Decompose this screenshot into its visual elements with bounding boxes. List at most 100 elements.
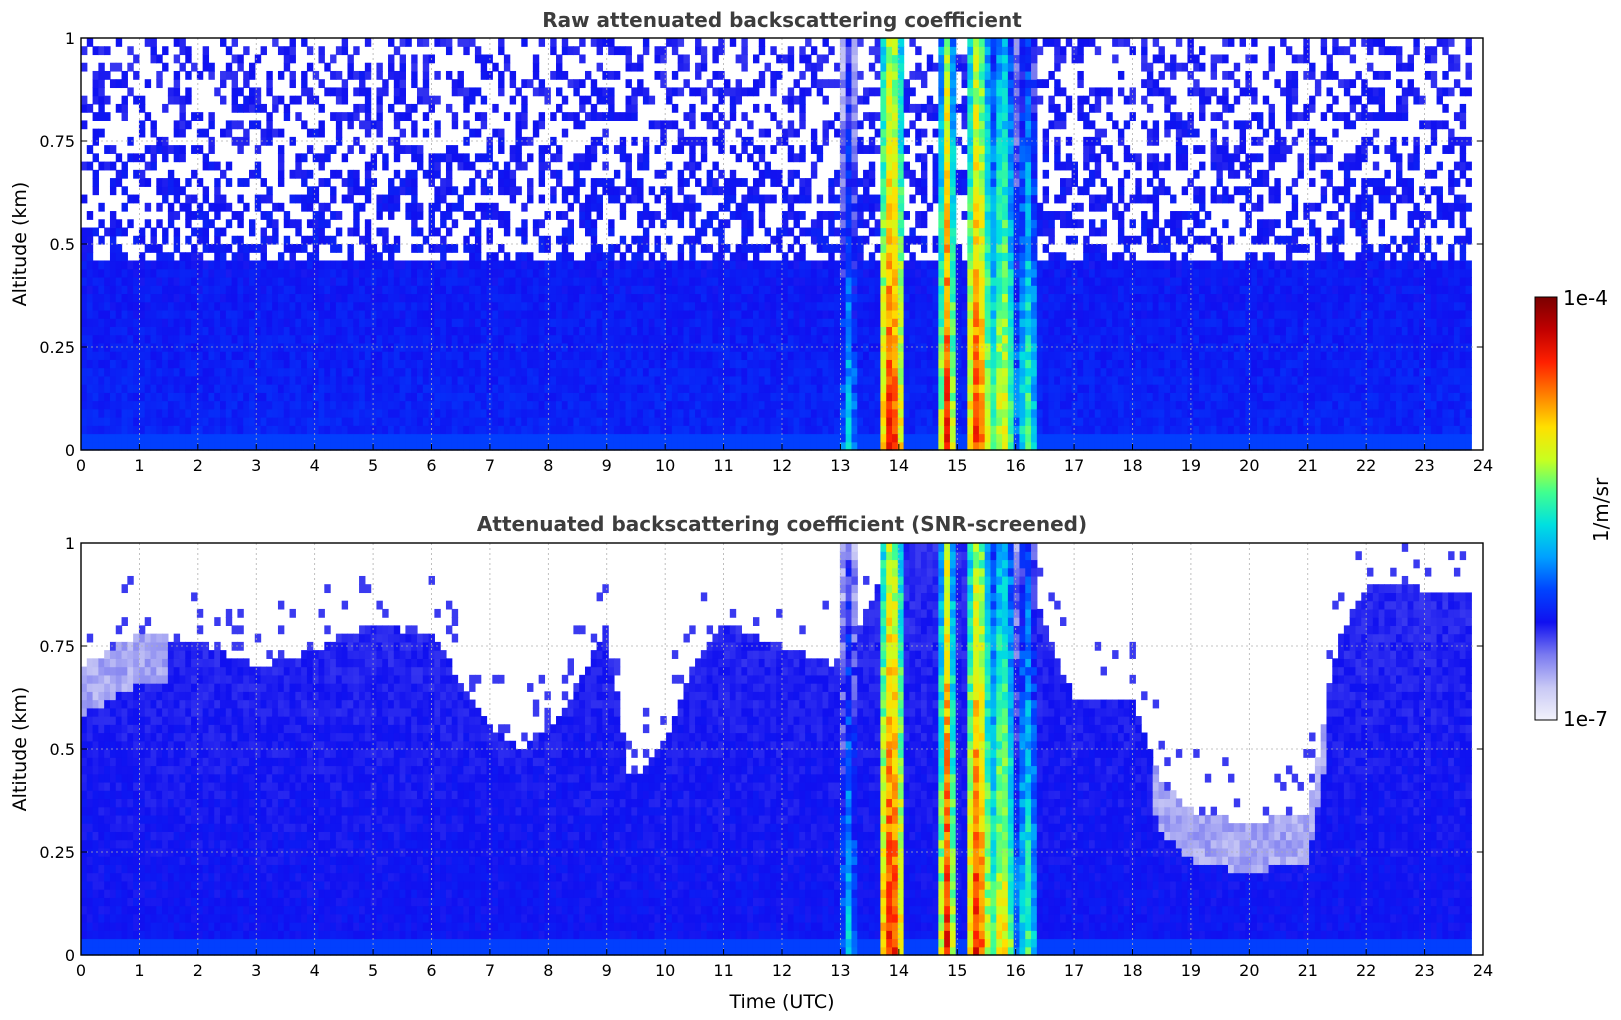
heatmap-cell <box>613 186 621 196</box>
heatmap-cell <box>191 244 198 253</box>
heatmap-cell <box>440 351 447 360</box>
heatmap-cell <box>376 351 383 360</box>
heatmap-cell <box>550 301 557 311</box>
heatmap-cell <box>637 301 644 311</box>
heatmap-cell <box>880 153 887 163</box>
heatmap-cell <box>214 326 221 336</box>
heatmap-cell <box>839 112 847 121</box>
heatmap-cell <box>584 326 592 336</box>
heatmap-cell <box>330 318 337 327</box>
heatmap-cell <box>185 194 192 204</box>
heatmap-cell <box>416 202 424 212</box>
heatmap-cell <box>347 309 354 319</box>
heatmap-cell <box>225 334 233 344</box>
heatmap-cell <box>144 326 152 336</box>
heatmap-cell <box>550 136 557 146</box>
heatmap-cell <box>191 293 198 303</box>
heatmap-cell <box>573 120 580 130</box>
heatmap-cell <box>330 433 337 443</box>
heatmap-cell <box>480 120 488 130</box>
heatmap-cell <box>521 433 528 443</box>
heatmap-cell <box>590 79 598 89</box>
heatmap-cell <box>335 293 343 303</box>
heatmap-cell <box>138 326 146 336</box>
heatmap-cell <box>845 178 853 187</box>
heatmap-cell <box>770 194 777 204</box>
heatmap-cell <box>892 285 899 295</box>
heatmap-cell <box>857 70 864 80</box>
heatmap-cell <box>793 169 800 179</box>
heatmap-cell <box>897 38 905 47</box>
heatmap-cell <box>416 400 424 410</box>
heatmap-cell <box>897 153 905 163</box>
heatmap-cell <box>86 260 94 270</box>
heatmap-cell <box>863 87 870 97</box>
heatmap-cell <box>162 153 169 163</box>
heatmap-cell <box>347 276 354 286</box>
heatmap-cell <box>388 293 395 303</box>
heatmap-cell <box>816 392 824 402</box>
heatmap-cell <box>133 408 140 418</box>
heatmap-cell <box>590 136 598 146</box>
heatmap-cell <box>416 276 424 286</box>
heatmap-cell <box>816 342 824 352</box>
heatmap-cell <box>544 293 551 303</box>
heatmap-cell <box>654 211 661 220</box>
heatmap-cell <box>642 318 650 327</box>
heatmap-cell <box>277 334 285 344</box>
heatmap-cell <box>104 46 111 56</box>
heatmap-cell <box>758 219 766 229</box>
heatmap-cell <box>671 285 679 295</box>
heatmap-cell <box>445 169 453 179</box>
heatmap-cell <box>445 425 453 435</box>
heatmap-cell <box>532 276 540 286</box>
heatmap-cell <box>335 136 343 146</box>
heatmap-cell <box>590 342 598 352</box>
heatmap-cell <box>422 285 430 295</box>
heatmap-cell <box>868 194 876 204</box>
heatmap-cell <box>115 285 123 295</box>
heatmap-cell <box>376 293 383 303</box>
heatmap-cell <box>364 417 372 426</box>
heatmap-cell <box>173 384 181 393</box>
heatmap-cell <box>109 441 117 451</box>
heatmap-cell <box>666 293 673 303</box>
heatmap-cell <box>897 219 905 229</box>
heatmap-cell <box>637 417 644 426</box>
heatmap-cell <box>364 244 372 253</box>
heatmap-cell <box>301 169 308 179</box>
heatmap-cell <box>700 392 708 402</box>
heatmap-cell <box>741 334 748 344</box>
heatmap-cell <box>567 276 574 286</box>
heatmap-cell <box>758 334 766 344</box>
heatmap-cell <box>272 260 279 270</box>
heatmap-cell <box>602 326 609 336</box>
heatmap-cell <box>457 441 464 451</box>
heatmap-cell <box>185 375 192 385</box>
heatmap-cell <box>330 351 337 360</box>
heatmap-cell <box>700 260 708 270</box>
heatmap-cell <box>104 367 111 377</box>
heatmap-cell <box>225 244 233 253</box>
heatmap-cell <box>573 334 580 344</box>
heatmap-cell <box>133 235 140 245</box>
heatmap-cell <box>793 211 800 220</box>
heatmap-cell <box>173 244 181 253</box>
heatmap-cell <box>503 260 511 270</box>
heatmap-cell <box>405 103 412 113</box>
heatmap-cell <box>561 38 569 47</box>
heatmap-cell <box>718 293 725 303</box>
heatmap-cell <box>382 351 389 360</box>
heatmap-cell <box>874 408 882 418</box>
heatmap-cell <box>695 202 702 212</box>
heatmap-cell <box>382 318 389 327</box>
heatmap-cell <box>874 441 882 451</box>
heatmap-cell <box>851 128 858 138</box>
heatmap-cell <box>677 334 685 344</box>
heatmap-cell <box>295 408 302 418</box>
heatmap-cell <box>666 186 673 196</box>
heatmap-cell <box>422 334 430 344</box>
heatmap-cell <box>434 169 441 179</box>
heatmap-cell <box>196 417 204 426</box>
heatmap-cell <box>503 326 511 336</box>
